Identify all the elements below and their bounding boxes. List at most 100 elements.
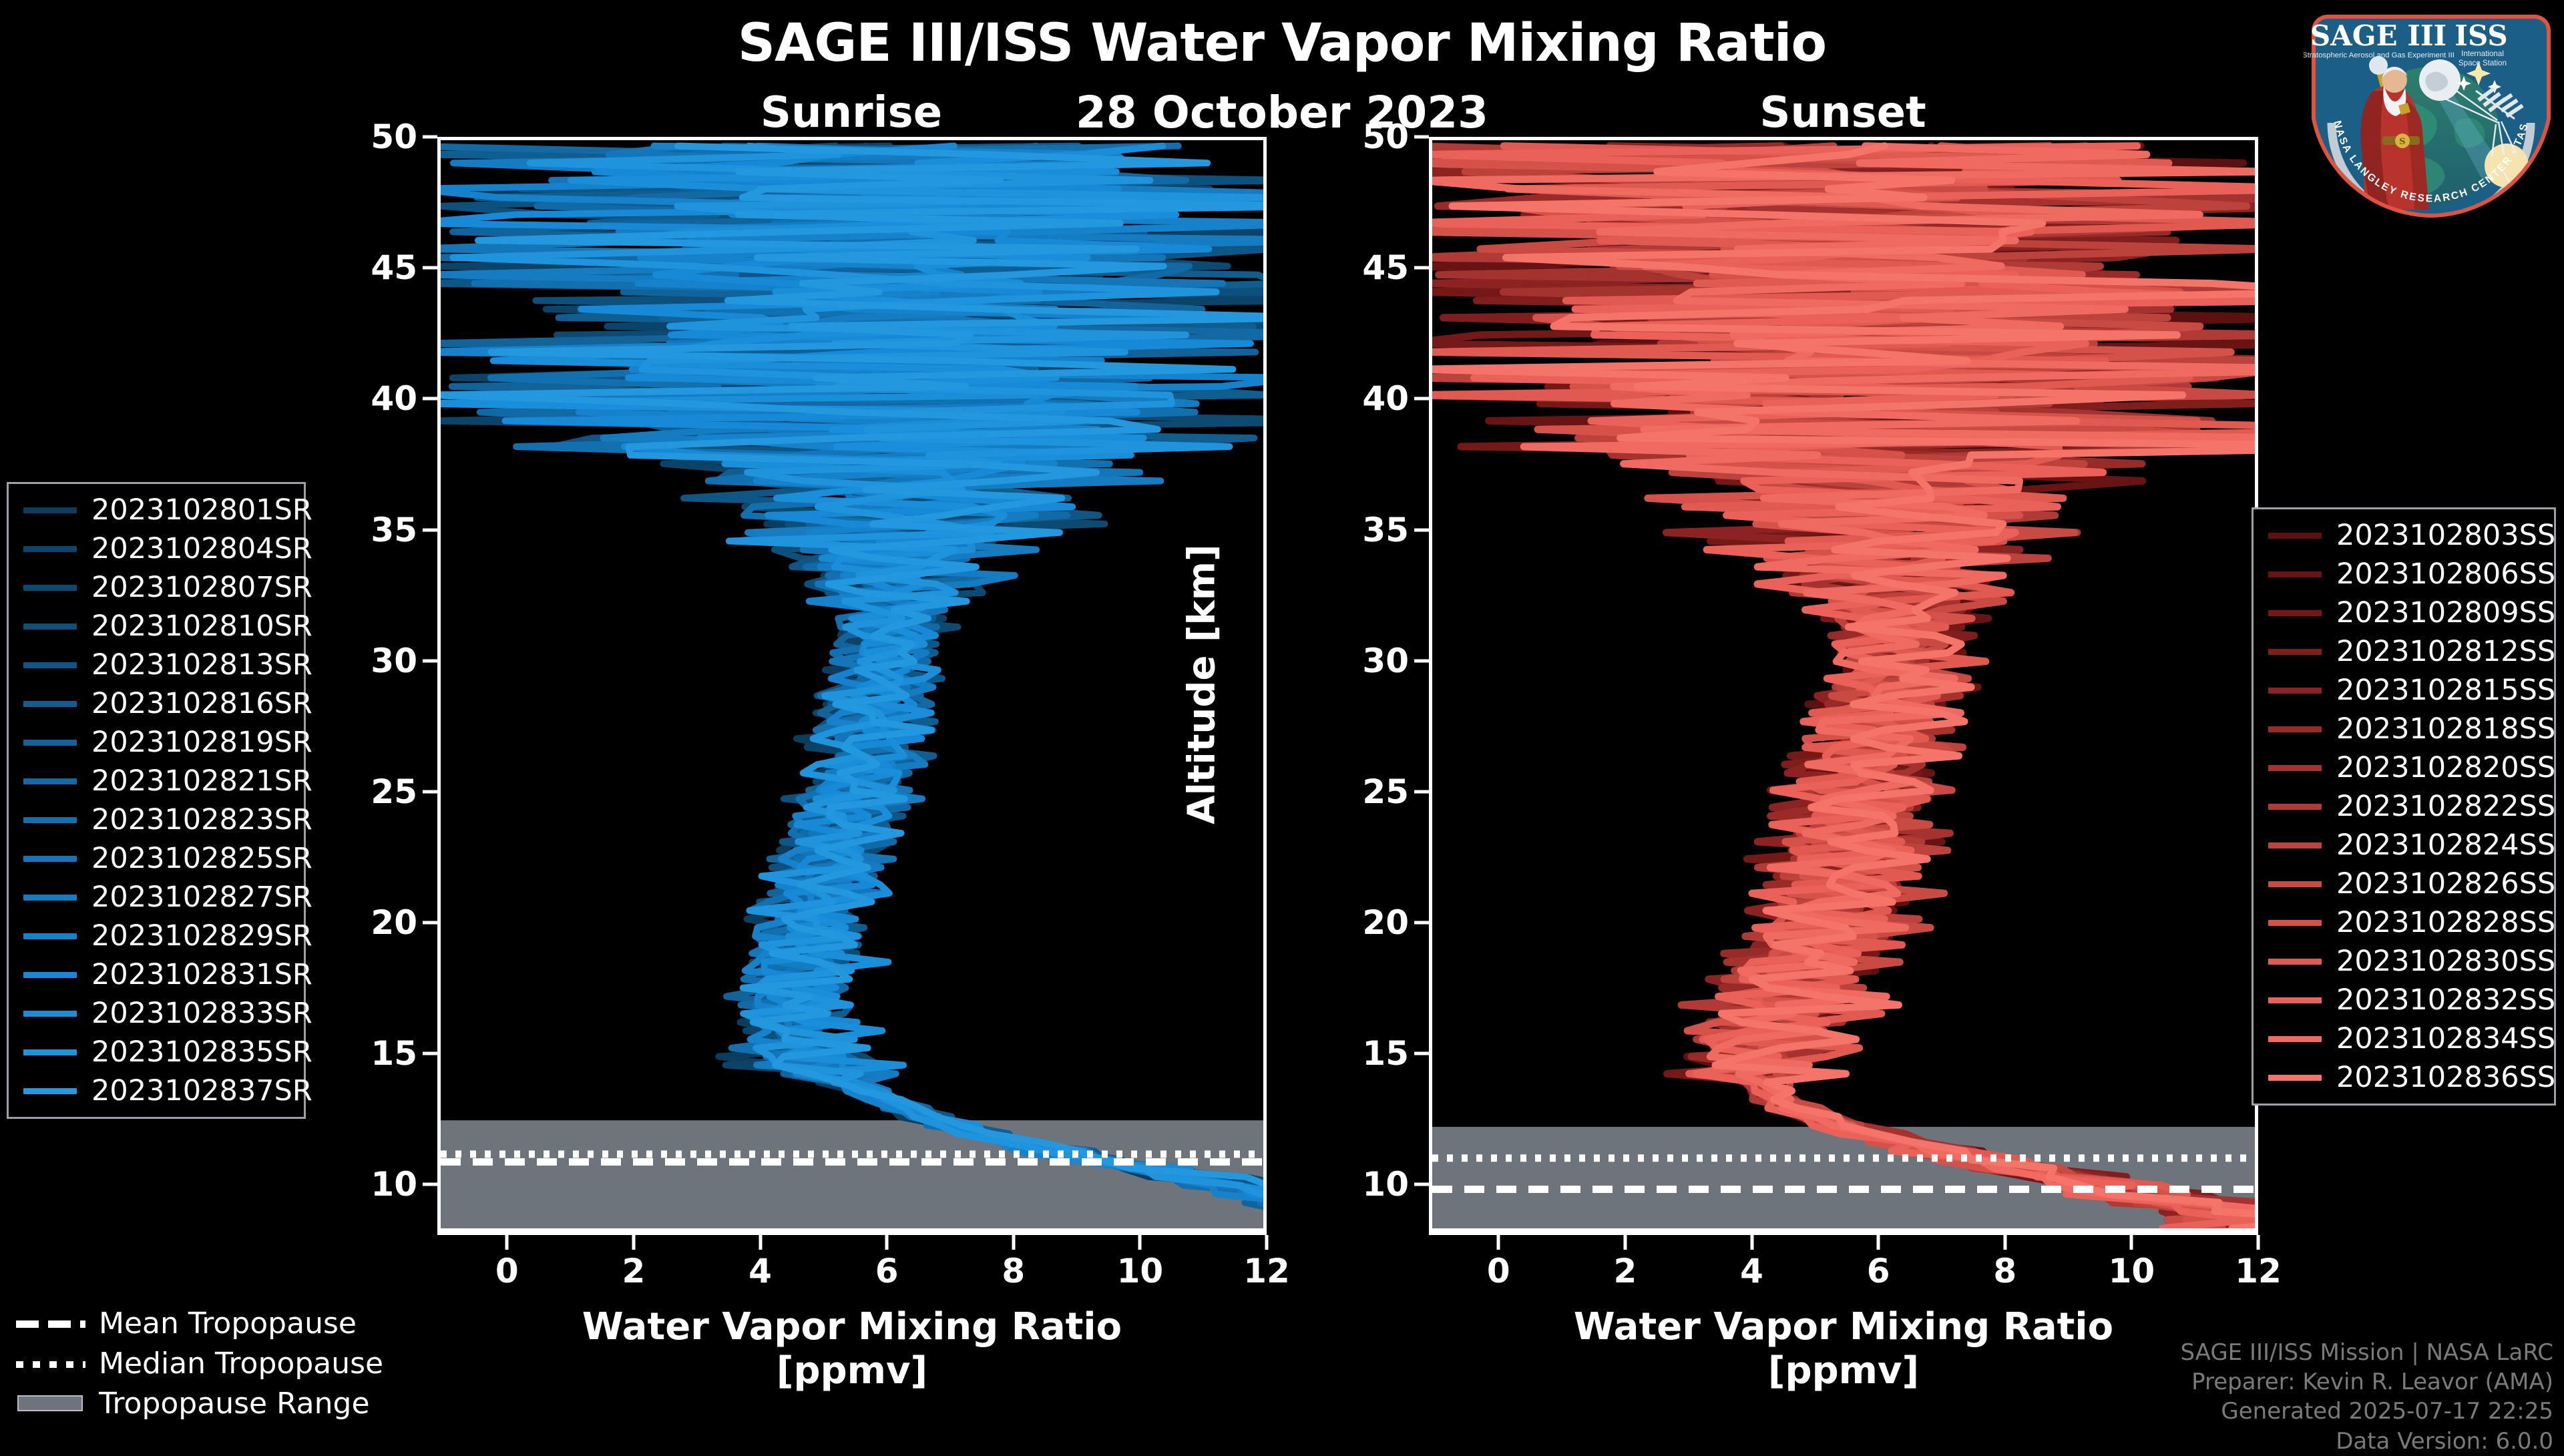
y-axis-tick-mark (1414, 397, 1429, 401)
sunrise-legend-item[interactable]: 2023102829SR (15, 917, 312, 955)
x-axis-tick-label: 6 (875, 1252, 899, 1290)
x-axis-tick-label: 0 (495, 1252, 519, 1290)
sunrise-legend-item[interactable]: 2023102835SR (15, 1033, 312, 1071)
sunset-legend-item[interactable]: 2023102832SS (2260, 981, 2555, 1019)
sunset-legend-color-swatch (2268, 881, 2322, 887)
sunset-legend-item[interactable]: 2023102820SS (2260, 748, 2555, 787)
y-axis-tick-label: 45 (1362, 248, 1409, 288)
x-axis-tick-label: 4 (1740, 1252, 1763, 1290)
sunrise-legend-item[interactable]: 2023102804SR (15, 529, 312, 568)
sunset-legend-label: 2023102803SS (2336, 519, 2556, 552)
sunrise-legend-color-swatch (23, 739, 77, 746)
sunset-legend-item[interactable]: 2023102812SS (2260, 632, 2555, 671)
x-axis-tick-label: 6 (1866, 1252, 1890, 1290)
sunrise-legend[interactable]: 2023102801SR 2023102804SR 2023102807SR 2023… (7, 482, 312, 1119)
sunset-legend-item[interactable]: 2023102830SS (2260, 942, 2555, 981)
sunrise-legend-label: 2023102825SR (91, 842, 312, 875)
sunset-legend-label: 2023102826SS (2336, 867, 2556, 901)
sunset-legend-color-swatch (2268, 997, 2322, 1003)
sunrise-legend-label: 2023102821SR (91, 764, 312, 798)
sunset-legend-item[interactable]: 2023102822SS (2260, 787, 2555, 826)
sunset-legend-label: 2023102815SS (2336, 674, 2556, 707)
sunset-legend-label: 2023102822SS (2336, 790, 2556, 823)
x-axis-tick-mark (1623, 1235, 1627, 1250)
y-axis-tick-mark (1414, 528, 1429, 532)
sunrise-legend-label: 2023102829SR (91, 919, 312, 953)
sunset-legend-color-swatch (2268, 532, 2322, 539)
sunrise-legend-item[interactable]: 2023102827SR (15, 878, 312, 917)
sunrise-legend-item[interactable]: 2023102833SR (15, 994, 312, 1033)
y-axis-tick-mark (423, 1051, 437, 1055)
sunset-legend[interactable]: 2023102803SS 2023102806SS 2023102809SS 2023… (2252, 507, 2556, 1106)
x-axis-line (1429, 1232, 2258, 1235)
patch-wizard: S (2360, 56, 2429, 210)
sunset-legend-item[interactable]: 2023102834SS (2260, 1019, 2555, 1058)
sunset-legend-item[interactable]: 2023102824SS (2260, 826, 2555, 865)
x-axis-tick-mark (1750, 1235, 1754, 1250)
x-axis-tick-label: 8 (1993, 1252, 2017, 1290)
sunset-x-axis-label-line2: [ppmv] (1767, 1349, 1920, 1393)
tropopause-dot-swatch (16, 1355, 85, 1372)
sunset-legend-color-swatch (2268, 726, 2322, 732)
patch-svg: S BALL · NASA LANGLEY RESEARCH CENTER · … (2304, 5, 2551, 218)
x-axis-tick-label: 2 (1613, 1252, 1637, 1290)
x-axis-tick-label: 12 (2235, 1252, 2282, 1290)
sunrise-legend-color-swatch (23, 662, 77, 668)
sunset-legend-label: 2023102828SS (2336, 906, 2556, 939)
sunrise-legend-item[interactable]: 2023102825SR (15, 839, 312, 878)
sunset-legend-label: 2023102812SS (2336, 635, 2556, 668)
patch-iss (2475, 86, 2524, 120)
sunrise-legend-item[interactable]: 2023102807SR (15, 568, 312, 607)
y-axis-tick-mark (1414, 1051, 1429, 1055)
sunset-legend-item[interactable]: 2023102815SS (2260, 671, 2555, 710)
sunrise-legend-item[interactable]: 2023102816SR (15, 684, 312, 723)
sunset-legend-color-swatch (2268, 571, 2322, 577)
x-axis-tick-mark (632, 1235, 636, 1250)
sunrise-legend-item[interactable]: 2023102801SR (15, 491, 312, 529)
x-axis-tick-mark (1012, 1235, 1016, 1250)
y-axis-tick-mark (423, 790, 437, 794)
sunrise-legend-label: 2023102813SR (91, 648, 312, 682)
sunset-legend-label: 2023102832SS (2336, 983, 2556, 1017)
sunset-legend-label: 2023102818SS (2336, 712, 2556, 746)
sage-iii-iss-mission-patch-logo: S BALL · NASA LANGLEY RESEARCH CENTER · … (2304, 5, 2559, 218)
y-axis-tick-mark (423, 659, 437, 663)
sunrise-legend-label: 2023102804SR (91, 532, 312, 565)
sunrise-legend-label: 2023102816SR (91, 687, 312, 720)
sunrise-legend-label: 2023102819SR (91, 726, 312, 759)
x-axis-tick-mark (2129, 1235, 2133, 1250)
sunrise-legend-item[interactable]: 2023102810SR (15, 607, 312, 646)
y-axis-tick-label: 20 (1362, 903, 1409, 943)
sunrise-legend-item[interactable]: 2023102837SR (15, 1071, 312, 1110)
sunrise-legend-item[interactable]: 2023102813SR (15, 646, 312, 684)
y-axis-tick-mark (1414, 266, 1429, 270)
sunrise-legend-item[interactable]: 2023102821SR (15, 762, 312, 800)
sunrise-legend-item[interactable]: 2023102819SR (15, 723, 312, 762)
sunrise-legend-label: 2023102835SR (91, 1035, 312, 1069)
sunset-legend-color-swatch (2268, 1035, 2322, 1042)
sunset-legend-item[interactable]: 2023102803SS (2260, 516, 2555, 555)
sunset-legend-item[interactable]: 2023102836SS (2260, 1058, 2555, 1097)
y-axis-tick-mark (1414, 1182, 1429, 1186)
sunrise-legend-color-swatch (23, 816, 77, 823)
sunset-legend-item[interactable]: 2023102818SS (2260, 710, 2555, 748)
sunrise-legend-color-swatch (23, 584, 77, 591)
y-axis-tick-label: 40 (371, 379, 417, 419)
x-axis-tick-label: 10 (2108, 1252, 2155, 1290)
sunset-legend-item[interactable]: 2023102826SS (2260, 865, 2555, 903)
sunrise-legend-item[interactable]: 2023102831SR (15, 955, 312, 994)
x-axis-tick-mark (1138, 1235, 1142, 1250)
sunset-plot-panel (1429, 137, 2258, 1232)
sunset-legend-item[interactable]: 2023102828SS (2260, 903, 2555, 942)
sunset-legend-item[interactable]: 2023102806SS (2260, 555, 2555, 593)
tropopause-dash-swatch (16, 1314, 85, 1332)
sunset-legend-color-swatch (2268, 648, 2322, 655)
sunset-legend-item[interactable]: 2023102809SS (2260, 593, 2555, 632)
sunset-legend-color-swatch (2268, 958, 2322, 965)
sunrise-profiles-svg (441, 142, 1263, 1228)
y-axis-tick-label: 25 (371, 772, 417, 811)
x-axis-tick-mark (2003, 1235, 2007, 1250)
sunrise-legend-item[interactable]: 2023102823SR (15, 800, 312, 839)
y-axis-tick-mark (1414, 790, 1429, 794)
sunset-legend-label: 2023102834SS (2336, 1022, 2556, 1055)
